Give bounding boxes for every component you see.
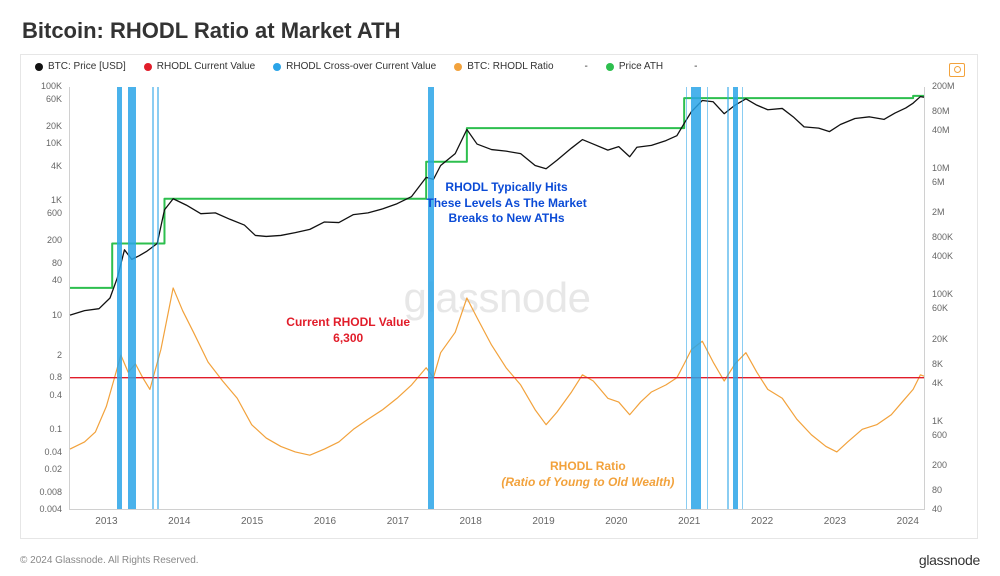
y-right-tick-label: 40M: [932, 126, 950, 135]
x-tick-label: 2013: [95, 516, 117, 527]
x-tick-label: 2020: [605, 516, 627, 527]
y-left-tick-label: 0.4: [49, 391, 62, 400]
legend-swatch: [273, 63, 281, 71]
price-line: [70, 97, 924, 316]
y-right-tick-label: 1K: [932, 417, 943, 426]
x-tick-label: 2022: [751, 516, 773, 527]
y-right-tick-label: 20K: [932, 335, 948, 344]
camera-icon[interactable]: [949, 63, 965, 77]
legend: BTC: Price [USD] RHODL Current Value RHODL…: [35, 61, 698, 72]
legend-item[interactable]: BTC: Price [USD]: [35, 61, 126, 72]
crossover-bar: [733, 87, 738, 509]
legend-item[interactable]: RHODL Current Value: [144, 61, 255, 72]
y-left-tick-label: 0.02: [44, 465, 62, 474]
ath-line: [70, 96, 924, 288]
crossover-bar: [727, 87, 729, 509]
x-tick-label: 2018: [460, 516, 482, 527]
y-left-tick-label: 0.04: [44, 448, 62, 457]
legend-label: RHODL Cross-over Current Value: [286, 61, 436, 72]
y-left-tick-label: 4K: [51, 162, 62, 171]
y-right-tick-label: 400K: [932, 252, 953, 261]
legend-item[interactable]: RHODL Cross-over Current Value: [273, 61, 436, 72]
y-right-tick-label: 600: [932, 431, 947, 440]
y-right-tick-label: 40: [932, 505, 942, 514]
legend-item[interactable]: BTC: RHODL Ratio: [454, 61, 553, 72]
crossover-bar: [117, 87, 122, 509]
legend-label: -: [694, 61, 697, 72]
crossover-bar: [742, 87, 744, 509]
y-left-tick-label: 0.1: [49, 425, 62, 434]
y-right-tick-label: 80M: [932, 107, 950, 116]
crossover-bar: [691, 87, 701, 509]
footer: © 2024 Glassnode. All Rights Reserved. g…: [20, 552, 980, 568]
legend-label: Price ATH: [619, 61, 663, 72]
legend-swatch: [606, 63, 614, 71]
x-tick-label: 2019: [532, 516, 554, 527]
y-left-tick-label: 10: [52, 311, 62, 320]
y-left-tick-label: 0.008: [39, 488, 62, 497]
y-left-tick-label: 60K: [46, 95, 62, 104]
y-right-tick-label: 10M: [932, 164, 950, 173]
x-tick-label: 2021: [678, 516, 700, 527]
rhodl-line: [70, 288, 924, 455]
x-tick-label: 2017: [387, 516, 409, 527]
y-right-tick-label: 60K: [932, 304, 948, 313]
legend-swatch: [454, 63, 462, 71]
y-left-tick-label: 2: [57, 351, 62, 360]
copyright-text: © 2024 Glassnode. All Rights Reserved.: [20, 555, 199, 566]
y-right-tick-label: 200M: [932, 82, 955, 91]
legend-item[interactable]: Price ATH: [606, 61, 663, 72]
x-tick-label: 2016: [314, 516, 336, 527]
y-left-tick-label: 1K: [51, 196, 62, 205]
legend-swatch: [572, 63, 580, 71]
y-right-tick-label: 8K: [932, 360, 943, 369]
y-right-tick-label: 80: [932, 486, 942, 495]
plot-area: glassnode 201320142015201620172018201920…: [69, 87, 925, 510]
crossover-bar: [686, 87, 688, 509]
legend-label: BTC: Price [USD]: [48, 61, 126, 72]
legend-label: BTC: RHODL Ratio: [467, 61, 553, 72]
legend-item[interactable]: -: [572, 61, 588, 72]
x-tick-label: 2024: [897, 516, 919, 527]
chart-svg: [70, 87, 924, 509]
y-left-tick-label: 0.004: [39, 505, 62, 514]
legend-swatch: [681, 63, 689, 71]
chart-frame: BTC: Price [USD] RHODL Current Value RHODL…: [20, 54, 978, 539]
y-left-tick-label: 80: [52, 259, 62, 268]
crossover-bar: [128, 87, 135, 509]
y-left-tick-label: 0.8: [49, 373, 62, 382]
crossover-bar: [707, 87, 709, 509]
y-left-tick-label: 10K: [46, 139, 62, 148]
x-tick-label: 2014: [168, 516, 190, 527]
y-right-tick-label: 100K: [932, 290, 953, 299]
legend-label: -: [585, 61, 588, 72]
y-right-tick-label: 2M: [932, 208, 945, 217]
y-left-tick-label: 200: [47, 236, 62, 245]
brand-logo: glassnode: [919, 552, 980, 568]
x-tick-label: 2015: [241, 516, 263, 527]
crossover-bar: [428, 87, 433, 509]
y-left-tick-label: 600: [47, 209, 62, 218]
x-tick-label: 2023: [824, 516, 846, 527]
crossover-bar: [157, 87, 159, 509]
y-right-tick-label: 4K: [932, 379, 943, 388]
y-left-tick-label: 100K: [41, 82, 62, 91]
legend-swatch: [35, 63, 43, 71]
legend-swatch: [144, 63, 152, 71]
chart-title: Bitcoin: RHODL Ratio at Market ATH: [22, 18, 980, 44]
y-right-tick-label: 6M: [932, 178, 945, 187]
legend-label: RHODL Current Value: [157, 61, 255, 72]
y-left-tick-label: 20K: [46, 122, 62, 131]
y-right-tick-label: 800K: [932, 233, 953, 242]
crossover-bar: [152, 87, 154, 509]
y-left-tick-label: 40: [52, 276, 62, 285]
y-right-tick-label: 200: [932, 461, 947, 470]
legend-item[interactable]: -: [681, 61, 697, 72]
